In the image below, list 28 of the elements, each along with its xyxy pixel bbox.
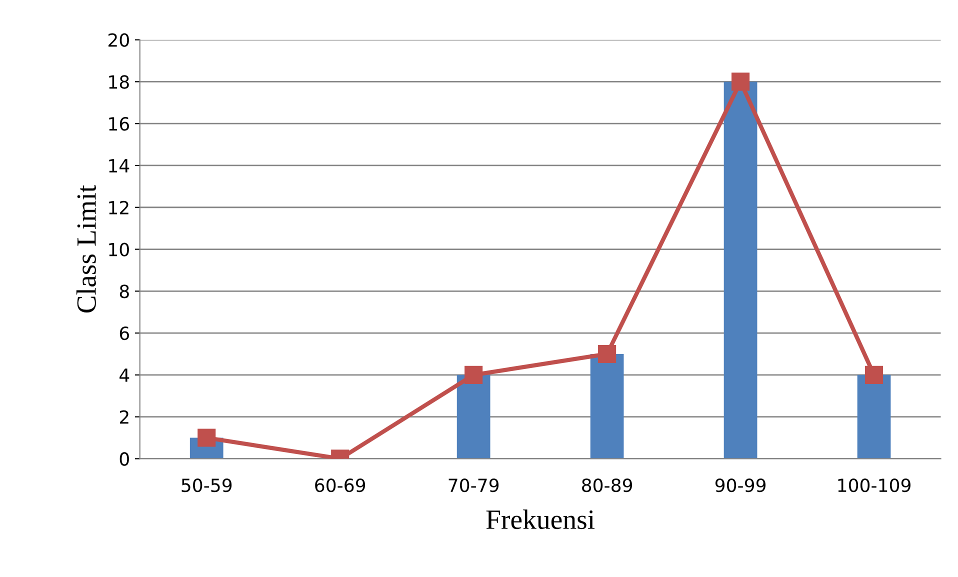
y-tick-label: 20	[108, 33, 129, 47]
y-tick-label: 2	[120, 410, 128, 424]
bar	[724, 82, 758, 459]
y-axis-title: Class Limit	[76, 184, 96, 313]
x-tick-label: 80-89	[582, 478, 632, 492]
bar	[456, 374, 490, 459]
x-tick-label: 60-69	[315, 478, 366, 492]
y-tick-label: 16	[109, 117, 130, 131]
x-tick-label: 70-79	[448, 478, 499, 492]
point	[864, 366, 884, 384]
point	[598, 344, 616, 364]
point	[732, 72, 750, 91]
bar	[857, 374, 891, 459]
x-axis-title: Frekuensi	[486, 510, 595, 530]
bar	[590, 354, 624, 459]
y-tick-label: 0	[120, 452, 129, 466]
point	[464, 366, 483, 384]
x-tick-label: 50-59	[182, 478, 232, 492]
y-tick-label: 8	[120, 284, 129, 298]
y-tick-label: 6	[120, 326, 130, 340]
y-tick-label: 12	[109, 200, 128, 214]
y-tick-label: 18	[109, 75, 129, 89]
y-tick-label: 10	[109, 242, 129, 256]
y-tick-label: 4	[120, 368, 130, 382]
x-tick-label: 100-109	[838, 478, 910, 492]
y-tick-label: 14	[109, 159, 130, 172]
x-tick-label: 90-99	[715, 478, 766, 492]
point	[198, 428, 216, 447]
